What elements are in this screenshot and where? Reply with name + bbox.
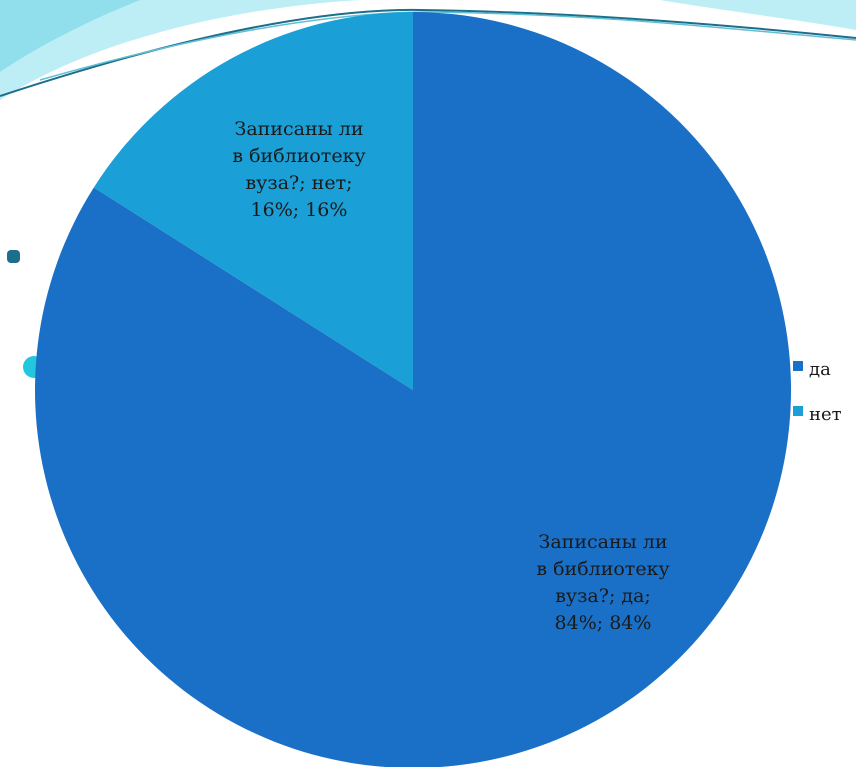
- pie-slice-yes: [35, 12, 791, 767]
- pie-data-label-yes: Записаны ли в библиотеку вуза?; да; 84%; 84…: [536, 531, 669, 634]
- pie-data-label-line: Записаны ли: [538, 531, 667, 553]
- pie-data-label-line: в библиотеку: [232, 145, 365, 167]
- pie-data-label-line: вуза?; нет;: [245, 172, 352, 194]
- pie-data-label-no: Записаны ли в библиотеку вуза?; нет; 16%; 1…: [232, 118, 365, 221]
- bullet-icon: [7, 250, 20, 263]
- pie-data-label-line: 84%; 84%: [555, 612, 652, 634]
- pie-data-label-line: Записаны ли: [234, 118, 363, 140]
- pie-data-label-line: вуза?; да;: [555, 585, 651, 607]
- legend-swatch-no: [793, 406, 803, 416]
- legend-swatch-yes: [793, 361, 803, 371]
- pie-slice-no: [93, 12, 413, 390]
- wave-line-2: [39, 11, 856, 81]
- wave-light-band: [0, 0, 360, 100]
- pie-data-label-line: в библиотеку: [536, 558, 669, 580]
- decorative-wave: [0, 0, 856, 100]
- legend-label-no: нет: [809, 404, 842, 425]
- pie-chart: [35, 12, 791, 767]
- pie-data-label-line: 16%; 16%: [251, 199, 348, 221]
- chart-legend: да нет: [793, 359, 842, 425]
- legend-label-yes: да: [809, 359, 831, 380]
- wave-right-band: [660, 0, 856, 30]
- pie-data-labels: Записаны ли в библиотеку вуза?; да; 84%; 84…: [232, 118, 669, 634]
- wave-light-band-2: [0, 0, 140, 72]
